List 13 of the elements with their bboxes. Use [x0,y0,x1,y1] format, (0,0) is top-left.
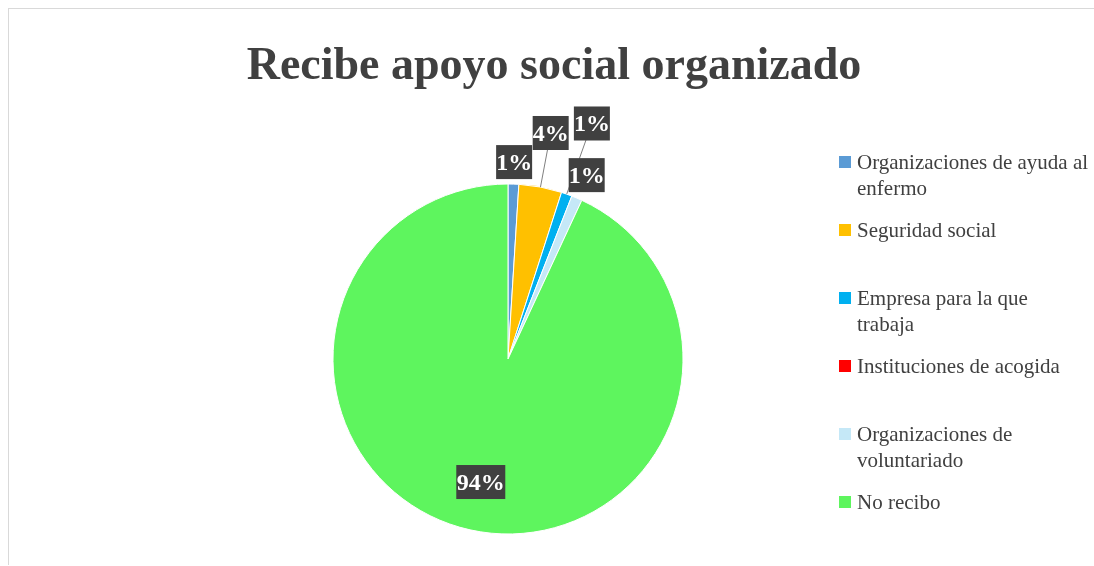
legend-label: Empresa para la que trabaja [857,285,1029,337]
legend-label: No recibo [857,489,941,515]
legend-label: Seguridad social [857,217,997,243]
legend-label: Organizaciones de ayuda al enfermo [857,149,1089,201]
pie-slice [332,183,684,535]
data-label: 4% [532,119,569,146]
legend-label: Instituciones de acogida [857,353,1060,379]
data-label: 1% [496,149,533,176]
data-label: 1% [568,162,605,189]
legend-label: Organizaciones de voluntariado [857,421,1014,473]
data-label: 94% [456,469,505,496]
data-label: 1% [573,110,610,137]
chart-title: Recibe apoyo social organizado [245,37,863,90]
